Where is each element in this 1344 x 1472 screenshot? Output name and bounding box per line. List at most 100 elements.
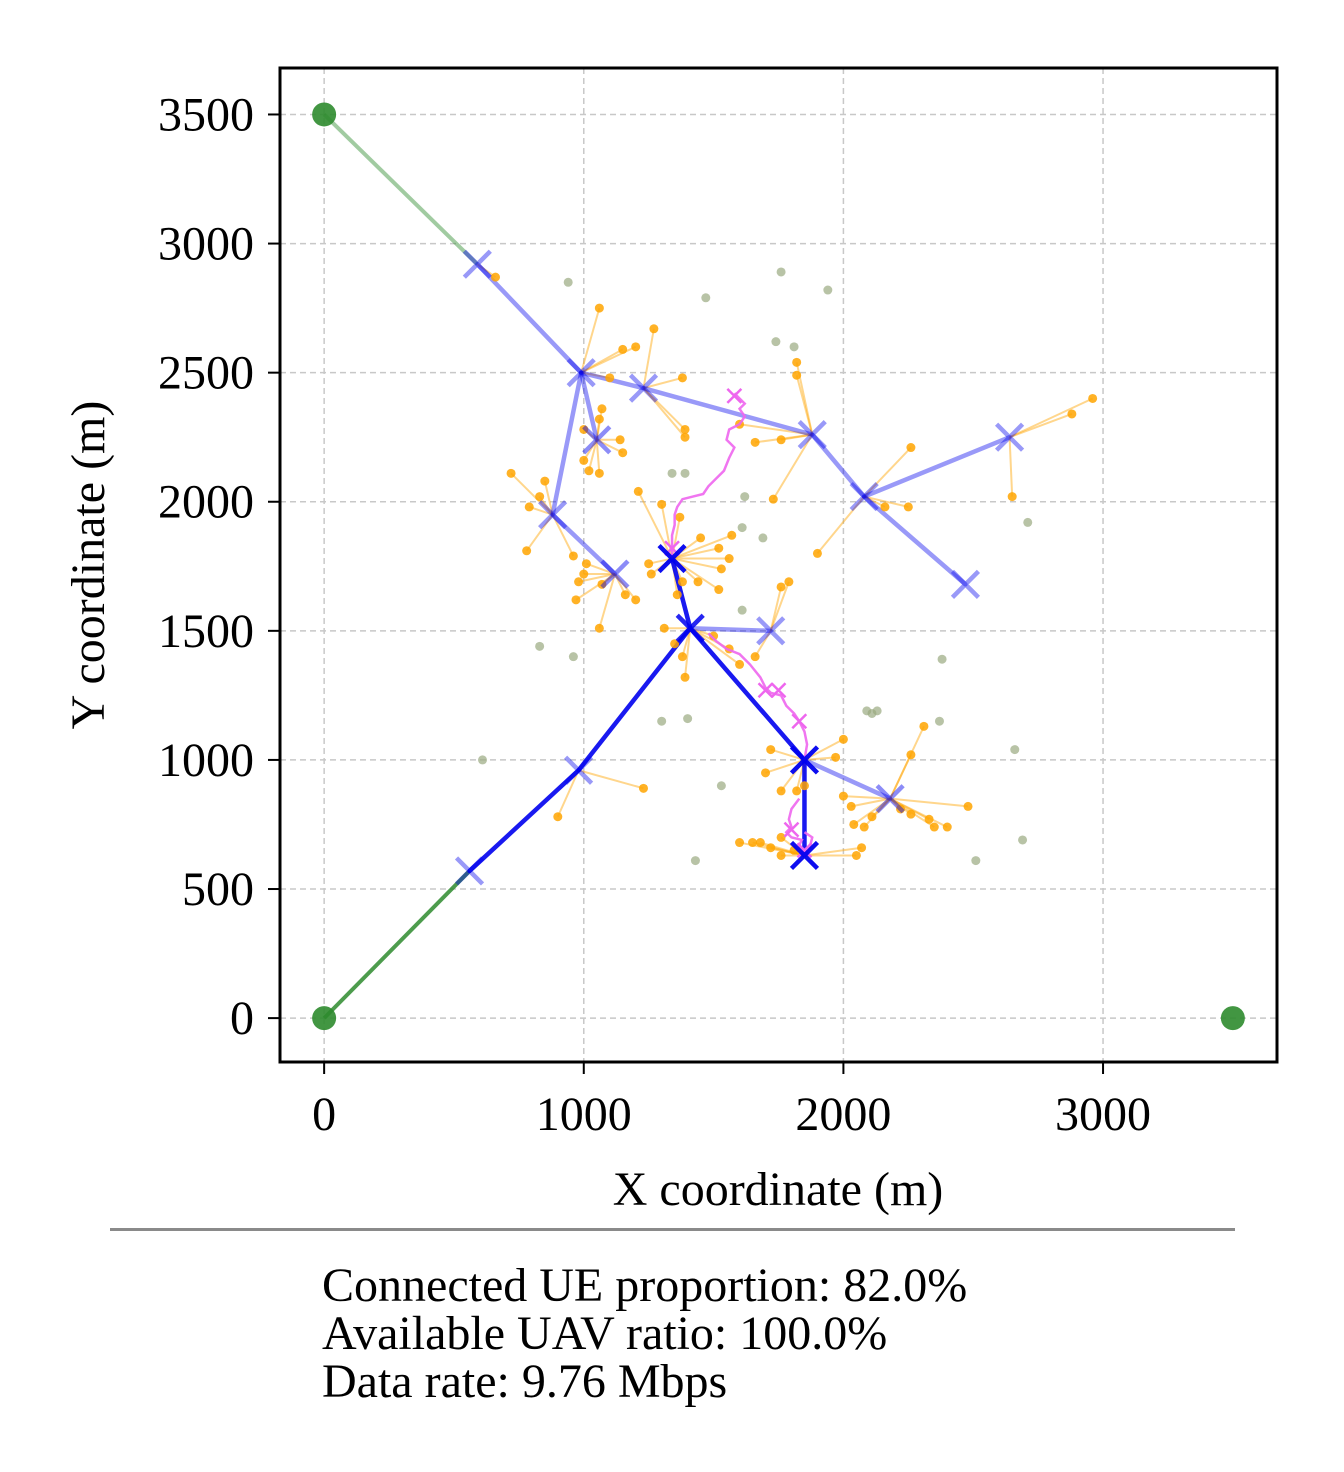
backhaul-link [322,113,479,266]
ue-link [595,439,601,474]
uav-link [861,434,1012,499]
unconnected-ue [478,755,488,765]
ue-link [587,439,598,472]
ue-link [642,387,686,431]
uav-marker [994,422,1025,452]
uav-marker [600,559,630,589]
connected-ue [693,577,703,587]
connected-ue [677,652,687,662]
uav-link [861,494,968,587]
ue-link [575,573,616,601]
ue-link [863,446,912,498]
connected-ue [594,468,604,478]
uav-marker [582,425,612,455]
connected-ue [799,781,809,791]
connected-ue [535,492,545,502]
ue-link [780,433,813,441]
connected-ue [696,533,706,543]
ue-link [769,586,783,632]
uav-marker [657,543,687,574]
ground-station [1220,1006,1245,1031]
connected-ue [490,272,500,282]
uav-markers [454,249,1025,886]
unconnected-ue [862,706,872,716]
connected-ue [776,786,786,796]
ue-link [765,758,805,774]
connected-ue [906,750,916,760]
connected-ue [574,577,584,587]
connected-ue [677,373,687,383]
connected-ue [896,804,906,814]
ue-link [889,725,925,800]
uav-link [475,261,584,375]
connected-ue [597,404,607,414]
connected-ue [748,838,758,848]
unconnected-ue [568,652,578,662]
ue-link [525,514,554,552]
connected-ue-proportion: Connected UE proportion: 82.0% [322,1259,968,1312]
connected-ue [727,530,737,540]
connected-ue [1007,492,1017,502]
ue-link [754,630,772,658]
connected-ue [859,822,869,832]
unconnected-ue [823,285,833,295]
trajectories [664,388,814,859]
connected-ue [776,435,786,445]
uav-link [802,757,893,801]
y-tick-label: 500 [182,863,254,916]
ue-link [851,797,891,808]
connected-ue [594,414,604,424]
ue-link [816,495,865,555]
connected-ue [919,721,929,731]
connected-ue [924,814,934,824]
x-tick-label: 0 [312,1088,336,1141]
ue-link [637,490,673,559]
ue-link [580,371,610,379]
unconnected-ue [535,641,545,651]
connected-ue [724,554,734,564]
uav-link [550,512,618,577]
connected-ue [709,631,719,641]
connected-ue [784,577,794,587]
grid [280,68,1277,1062]
uav-marker [538,500,568,530]
ue-link [863,797,891,828]
connected-ue [851,850,861,860]
connected-ue [657,499,667,509]
connected-ue [644,559,654,569]
unconnected-ue [1010,745,1020,755]
connected-ue [584,466,594,476]
trajectory-marker [783,821,800,838]
connected-ue [524,502,534,512]
ground-stations [312,102,1245,1031]
chart: 0 1000 2000 3000 0 500 1000 1500 2000 2500 3000 350… [62,66,1279,1216]
connected-ue [846,801,856,811]
connected-ue [849,819,859,829]
connected-ue [716,564,726,574]
uav-marker [454,856,485,886]
stats-panel: Connected UE proportion: 82.0% Available… [322,1262,967,1406]
connected-ue [838,734,848,744]
connected-ue [768,494,778,504]
ue-link [578,573,616,583]
connected-ue [579,569,589,579]
ue-link [853,797,891,826]
connected-ue [594,623,604,633]
ue-link [863,495,909,508]
unconnected-ue [740,492,750,502]
uav-marker [797,420,827,450]
connected-ue [594,303,604,313]
ue-link [543,480,554,515]
connected-ue [755,838,765,848]
ue-link [596,438,624,454]
connected-ue [792,370,802,380]
unconnected-ue [937,654,947,664]
ue-link [642,328,655,389]
connected-ue [581,559,591,569]
y-tick-label: 1500 [158,605,254,658]
connected-ue [680,672,690,682]
trajectory-marker [757,682,774,699]
uav-marker [875,784,905,814]
uav-marker [566,358,596,388]
unconnected-ue [690,856,700,866]
